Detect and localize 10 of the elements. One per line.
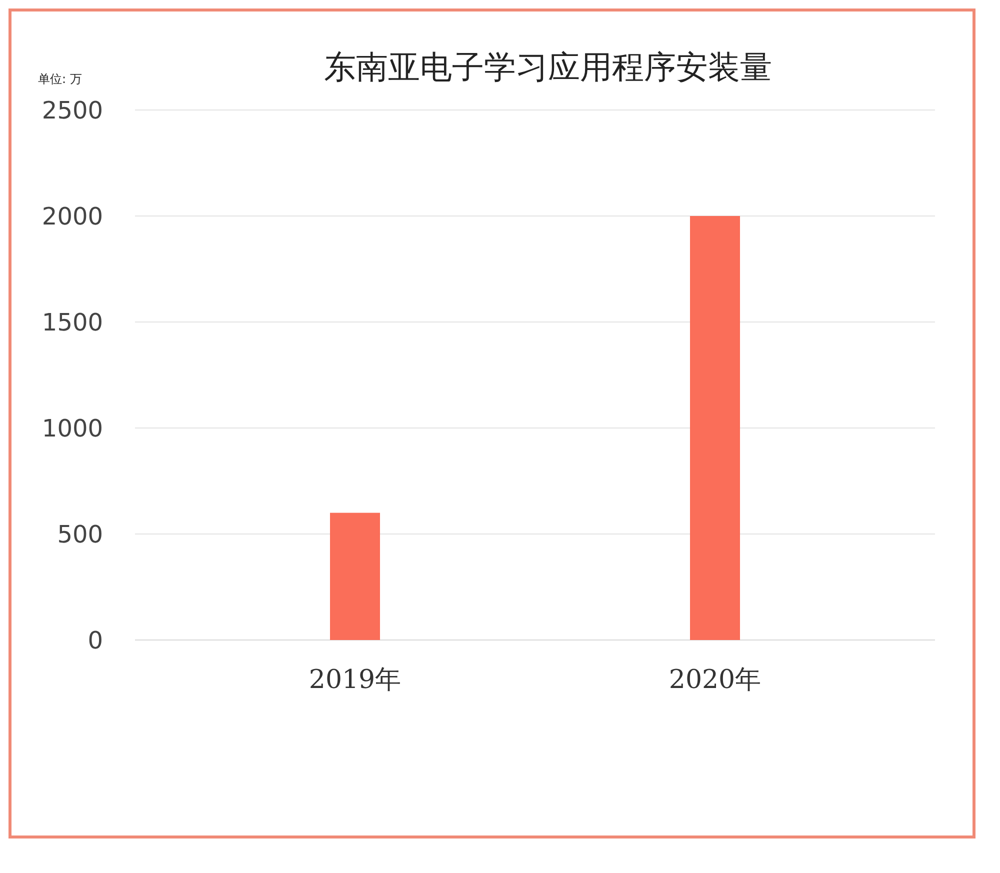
- y-tick-label: 1500: [42, 308, 103, 336]
- y-tick-label: 1000: [42, 414, 103, 442]
- y-tick-label: 2500: [42, 96, 103, 124]
- y-axis-title: 单位: 万: [38, 72, 82, 86]
- x-tick-label: 2019年: [308, 665, 402, 695]
- chart-title: 东南亚电子学习应用程序安装量: [324, 48, 772, 86]
- y-tick-label: 2000: [42, 202, 103, 230]
- y-tick-label: 500: [57, 520, 103, 548]
- y-tick-label: 0: [88, 626, 103, 654]
- x-tick-label: 2020年: [668, 665, 762, 695]
